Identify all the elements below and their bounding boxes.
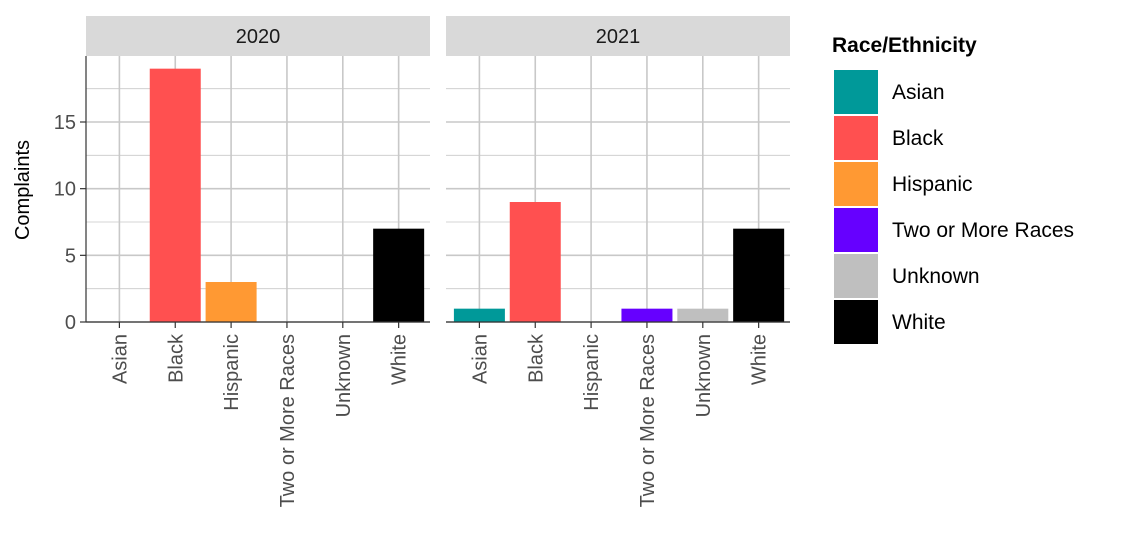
legend-label: Two or More Races (892, 219, 1074, 242)
legend-key (834, 300, 878, 344)
bar-two-or-more-races-2021 (621, 308, 673, 322)
legend-key (834, 70, 878, 114)
y-tick-label: 0 (65, 312, 76, 334)
x-tick-label: Hispanic (221, 334, 243, 411)
x-axis-ticks: Asian Black Hispanic Two or More Races Unkno… (109, 322, 411, 507)
x-tick-label: Asian (109, 334, 131, 384)
x-axis-ticks: Asian Black Hispanic Two or More Races Unkno… (469, 322, 771, 507)
legend-label: Black (892, 127, 944, 150)
legend-label: Hispanic (892, 173, 973, 196)
legend-item-unknown: Unknown (834, 254, 980, 298)
legend-key (834, 162, 878, 206)
facet-strip-label: 2021 (596, 26, 641, 48)
x-tick-label: Two or More Races (277, 334, 299, 507)
y-tick-label: 15 (54, 112, 76, 134)
facet-panel-2021: 2021 Asian Black Hispanic Two or More Races U… (446, 16, 790, 507)
x-tick-label: Hispanic (581, 334, 603, 411)
legend-key (834, 208, 878, 252)
bar-asian-2021 (453, 308, 505, 322)
legend: Race/Ethnicity Asian Black Hispanic Two or M… (832, 34, 1074, 344)
bar-unknown-2021 (677, 308, 729, 322)
y-axis-title: Complaints (12, 140, 34, 240)
legend-title: Race/Ethnicity (832, 34, 977, 57)
legend-item-black: Black (834, 116, 944, 160)
legend-key (834, 116, 878, 160)
bar-white-2021 (733, 228, 785, 322)
legend-item-asian: Asian (834, 70, 945, 114)
bar-white-2020 (373, 228, 425, 322)
legend-label: Asian (892, 81, 945, 104)
bars (453, 202, 785, 322)
facet-strip (86, 16, 430, 56)
gridlines (86, 56, 430, 323)
bar-black-2021 (509, 202, 561, 322)
legend-label: Unknown (892, 265, 980, 288)
legend-item-two-or-more-races: Two or More Races (834, 208, 1074, 252)
legend-item-hispanic: Hispanic (834, 162, 973, 206)
facet-strip-label: 2020 (236, 26, 281, 48)
legend-item-white: White (834, 300, 946, 344)
legend-key (834, 254, 878, 298)
legend-label: White (892, 311, 946, 334)
y-axis-ticks: 0 5 10 15 (54, 112, 86, 334)
bar-black-2020 (149, 68, 201, 323)
x-tick-label: Unknown (333, 334, 355, 417)
x-tick-label: Unknown (693, 334, 715, 417)
x-tick-label: Black (525, 333, 547, 383)
facet-panel-2020: 2020 Asian Black Hispanic Two or More Races U… (54, 16, 430, 507)
y-tick-label: 10 (54, 179, 76, 201)
x-tick-label: White (389, 334, 411, 385)
x-tick-label: Black (165, 333, 187, 383)
x-tick-label: White (749, 334, 771, 385)
bars (149, 68, 425, 323)
x-tick-label: Two or More Races (637, 334, 659, 507)
chart-panels: 2020 Asian Black Hispanic Two or More Races U… (54, 16, 790, 507)
facet-strip (446, 16, 790, 56)
y-tick-label: 5 (65, 245, 76, 267)
bar-hispanic-2020 (205, 282, 257, 322)
x-tick-label: Asian (469, 334, 491, 384)
